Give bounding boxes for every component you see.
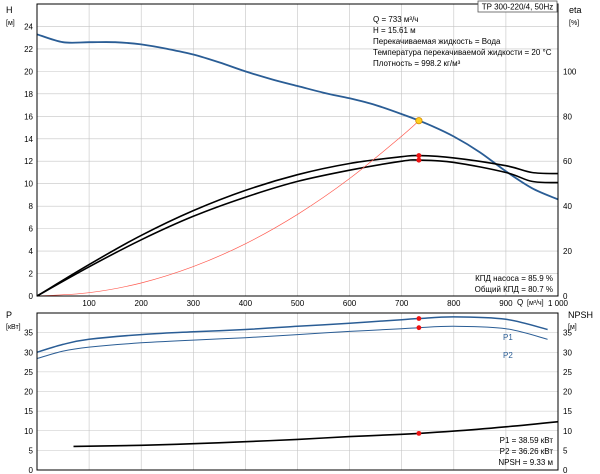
eta-axis-unit: [%] bbox=[569, 20, 579, 27]
pump-efficiency-curve bbox=[36, 159, 559, 297]
bottom-y-tick-label: 35 bbox=[24, 329, 33, 338]
total-efficiency-point-marker bbox=[416, 157, 422, 163]
top-y-tick-label: 22 bbox=[24, 45, 33, 54]
top-y2-tick-label: 100 bbox=[563, 67, 577, 76]
p1-series-label: P1 bbox=[503, 333, 513, 342]
top-y-tick-label: 24 bbox=[24, 22, 33, 31]
p2-series-label: P2 bbox=[503, 351, 513, 360]
bottom-y-tick-label: 10 bbox=[24, 427, 33, 436]
info-total-efficiency: Общий КПД = 80.7 % bbox=[475, 285, 553, 294]
q-axis-label: Q bbox=[517, 298, 523, 307]
efficiency-point-marker bbox=[416, 153, 422, 159]
bottom-y2-tick-label: 15 bbox=[563, 407, 572, 416]
top-y2-tick-label: 80 bbox=[563, 112, 572, 121]
bottom-y-tick-labels: 0 5 10 15 20 25 30 35 bbox=[24, 329, 33, 474]
head-curve bbox=[36, 33, 559, 201]
operating-point-info: Q = 733 м³/ч H = 15.61 м Перекачиваемая … bbox=[373, 15, 552, 68]
top-y-tick-label: 10 bbox=[24, 180, 33, 189]
top-y2-tick-label: 0 bbox=[563, 292, 568, 301]
top-x-tick-label: 500 bbox=[291, 299, 305, 308]
h-axis-unit: [м] bbox=[6, 20, 15, 27]
p2-point-marker bbox=[416, 325, 422, 331]
top-x-tick-label: 600 bbox=[343, 299, 357, 308]
top-x-tick-label: 900 bbox=[499, 299, 513, 308]
p-axis-label: P bbox=[6, 310, 12, 320]
power-info: P1 = 38.59 кВт P2 = 36.26 кВт NPSH = 9.3… bbox=[498, 436, 553, 467]
top-y-tick-label: 6 bbox=[29, 225, 34, 234]
info-flow: Q = 733 м³/ч bbox=[373, 15, 418, 24]
bottom-y2-tick-label: 20 bbox=[563, 388, 572, 397]
p1-power-curve bbox=[36, 316, 548, 354]
bottom-curves bbox=[36, 316, 559, 448]
chart-title: TP 300-220/4, 50Hz bbox=[482, 3, 553, 12]
p2-power-curve bbox=[36, 325, 548, 359]
chart-title-box bbox=[477, 0, 558, 13]
npsh-curve bbox=[73, 420, 559, 448]
top-curves bbox=[36, 33, 559, 297]
info-density: Плотность = 998.2 кг/м³ bbox=[373, 59, 461, 68]
info-p2: P2 = 36.26 кВт bbox=[500, 447, 554, 456]
p1-point-marker bbox=[416, 316, 422, 321]
q-axis-unit: [м³/ч] bbox=[527, 300, 544, 307]
bottom-y-tick-label: 15 bbox=[24, 407, 33, 416]
npsh-axis-unit: [м] bbox=[568, 324, 577, 331]
top-x-tick-label: 200 bbox=[135, 299, 149, 308]
info-pump-efficiency: КПД насоса = 85.9 % bbox=[475, 274, 553, 283]
top-x-tick-label: 100 bbox=[82, 299, 96, 308]
top-y2-tick-label: 60 bbox=[563, 157, 572, 166]
top-y-tick-label: 0 bbox=[29, 292, 34, 301]
npsh-point-marker bbox=[416, 430, 422, 436]
h-axis-label: H bbox=[6, 5, 13, 15]
total-efficiency-curve bbox=[36, 154, 559, 297]
efficiency-info: КПД насоса = 85.9 % Общий КПД = 80.7 % bbox=[475, 274, 553, 294]
top-y-tick-label: 12 bbox=[24, 157, 33, 166]
top-plot-frame bbox=[36, 3, 559, 297]
bottom-y-tick-label: 30 bbox=[24, 348, 33, 357]
npsh-axis-label: NPSH bbox=[568, 310, 593, 320]
top-y-tick-label: 2 bbox=[29, 270, 34, 279]
bottom-y2-tick-label: 35 bbox=[563, 329, 572, 338]
top-y-tick-label: 16 bbox=[24, 112, 33, 121]
top-y-tick-label: 14 bbox=[24, 135, 33, 144]
bottom-y2-tick-label: 10 bbox=[563, 427, 572, 436]
p-axis-unit: [кВт] bbox=[6, 324, 21, 331]
top-y2-tick-label: 20 bbox=[563, 247, 572, 256]
top-x-tick-label: 400 bbox=[239, 299, 253, 308]
top-x-tick-labels: 100 200 300 400 500 600 700 800 900 1 000 bbox=[82, 299, 568, 308]
bottom-y2-tick-labels: 0 5 10 15 20 25 30 35 bbox=[563, 329, 572, 474]
top-x-tick-label: 800 bbox=[447, 299, 461, 308]
top-x-tick-label: 300 bbox=[187, 299, 201, 308]
top-y2-tick-label: 40 bbox=[563, 202, 572, 211]
bottom-y2-tick-label: 25 bbox=[563, 368, 572, 377]
top-y-tick-label: 20 bbox=[24, 67, 33, 76]
bottom-plot-frame bbox=[36, 312, 559, 471]
system-curve bbox=[36, 120, 420, 297]
info-npsh: NPSH = 9.33 м bbox=[498, 458, 553, 467]
bottom-y2-tick-label: 5 bbox=[563, 446, 568, 455]
info-p1: P1 = 38.59 кВт bbox=[500, 436, 554, 445]
eta-axis-label: eta bbox=[569, 5, 582, 15]
info-temperature: Температура перекачиваемой жидкости = 20… bbox=[373, 48, 552, 57]
info-fluid: Перекачиваемая жидкость = Вода bbox=[373, 37, 501, 46]
top-x-tick-label: 700 bbox=[395, 299, 409, 308]
top-y-tick-label: 4 bbox=[29, 247, 34, 256]
top-y-tick-label: 18 bbox=[24, 90, 33, 99]
bottom-y-tick-label: 20 bbox=[24, 388, 33, 397]
bottom-y-tick-label: 5 bbox=[29, 446, 34, 455]
info-head: H = 15.61 м bbox=[373, 26, 416, 35]
duty-point-marker bbox=[415, 117, 423, 125]
bottom-y2-tick-label: 30 bbox=[563, 348, 572, 357]
top-y2-tick-labels: 0 20 40 60 80 100 bbox=[563, 67, 577, 301]
bottom-y-tick-label: 25 bbox=[24, 368, 33, 377]
top-x-tick-label: 1 000 bbox=[548, 299, 569, 308]
top-y-tick-label: 8 bbox=[29, 202, 34, 211]
bottom-y2-tick-label: 0 bbox=[563, 466, 568, 474]
bottom-y-tick-label: 0 bbox=[29, 466, 34, 474]
